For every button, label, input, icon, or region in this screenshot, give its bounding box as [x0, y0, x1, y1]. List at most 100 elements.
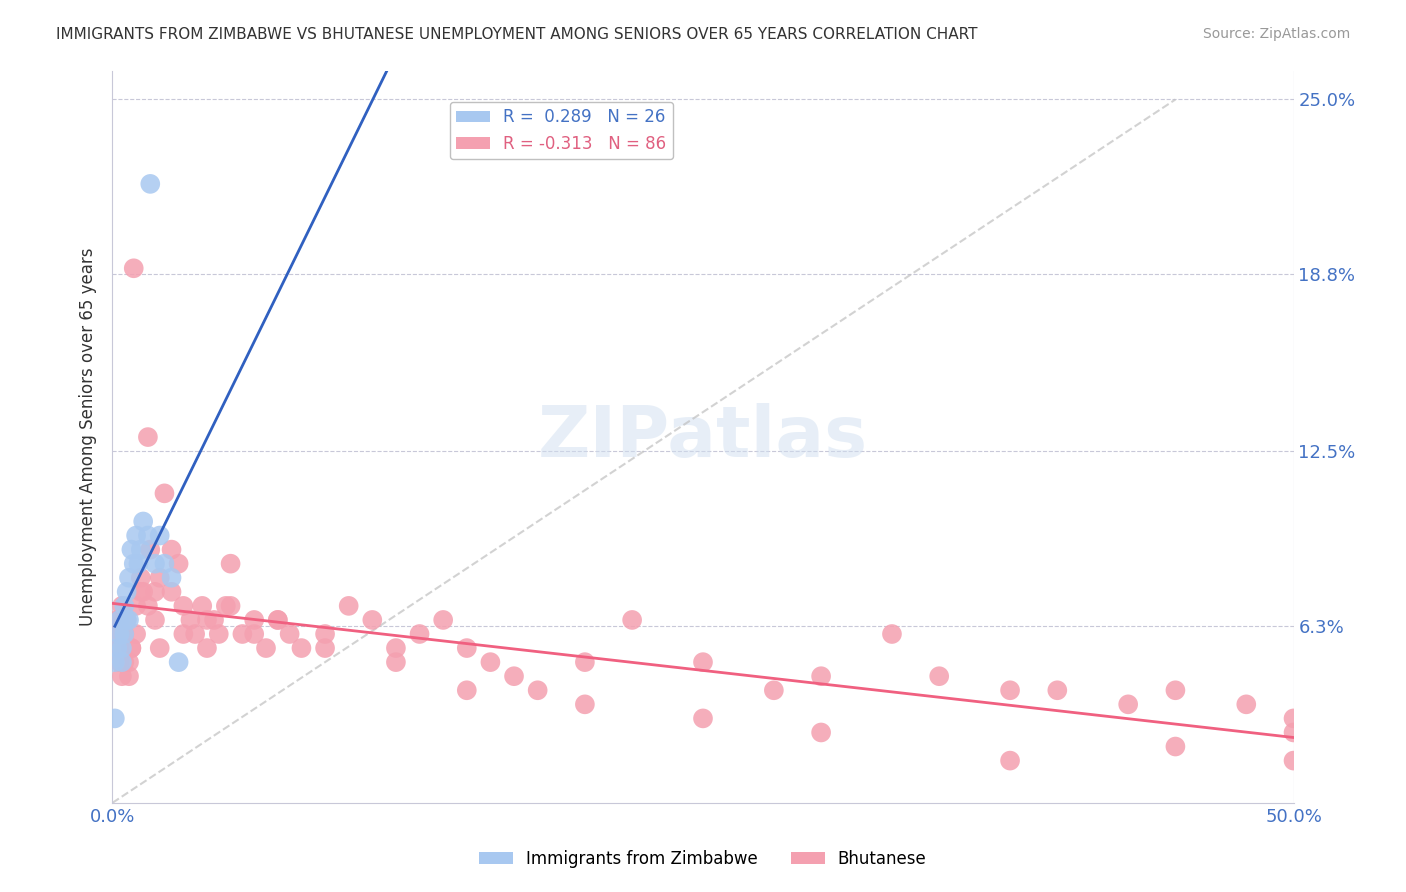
- Point: [1164, 739, 1187, 754]
- Point: [1282, 725, 1305, 739]
- Point: [574, 698, 596, 712]
- Point: [167, 655, 190, 669]
- Point: [172, 599, 194, 613]
- Point: [385, 655, 408, 669]
- Point: [762, 683, 785, 698]
- Point: [129, 542, 152, 557]
- Point: [104, 627, 127, 641]
- Point: [127, 557, 149, 571]
- Point: [928, 669, 950, 683]
- Point: [118, 571, 141, 585]
- Point: [139, 177, 162, 191]
- Point: [105, 641, 128, 656]
- Text: ZIPatlas: ZIPatlas: [538, 402, 868, 472]
- Point: [136, 430, 159, 444]
- Point: [1282, 711, 1305, 725]
- Point: [111, 641, 134, 656]
- Point: [160, 571, 183, 585]
- Point: [160, 542, 183, 557]
- Point: [132, 515, 155, 529]
- Point: [122, 261, 145, 276]
- Point: [120, 641, 142, 656]
- Point: [136, 599, 159, 613]
- Point: [104, 655, 127, 669]
- Point: [111, 669, 134, 683]
- Point: [125, 599, 148, 613]
- Point: [243, 613, 266, 627]
- Point: [120, 641, 142, 656]
- Point: [574, 655, 596, 669]
- Point: [132, 584, 155, 599]
- Point: [125, 528, 148, 542]
- Point: [104, 711, 127, 725]
- Point: [191, 599, 214, 613]
- Point: [314, 641, 336, 656]
- Point: [810, 725, 832, 739]
- Point: [179, 613, 201, 627]
- Point: [1234, 698, 1257, 712]
- Point: [112, 599, 135, 613]
- Point: [160, 584, 183, 599]
- Point: [149, 528, 172, 542]
- Point: [208, 627, 231, 641]
- Point: [172, 627, 194, 641]
- Point: [118, 669, 141, 683]
- Point: [202, 613, 225, 627]
- Point: [432, 613, 454, 627]
- Point: [526, 683, 548, 698]
- Point: [267, 613, 290, 627]
- Point: [195, 613, 218, 627]
- Point: [105, 613, 128, 627]
- Point: [215, 599, 238, 613]
- Point: [115, 584, 138, 599]
- Point: [129, 571, 152, 585]
- Point: [112, 627, 135, 641]
- Point: [314, 627, 336, 641]
- Point: [153, 557, 176, 571]
- Point: [118, 613, 141, 627]
- Point: [112, 627, 135, 641]
- Point: [479, 655, 502, 669]
- Point: [998, 683, 1021, 698]
- Point: [143, 613, 166, 627]
- Point: [112, 655, 135, 669]
- Point: [167, 557, 190, 571]
- Legend: Immigrants from Zimbabwe, Bhutanese: Immigrants from Zimbabwe, Bhutanese: [472, 844, 934, 875]
- Point: [231, 627, 253, 641]
- Y-axis label: Unemployment Among Seniors over 65 years: Unemployment Among Seniors over 65 years: [79, 248, 97, 626]
- Point: [998, 754, 1021, 768]
- Point: [111, 655, 134, 669]
- Point: [115, 613, 138, 627]
- Point: [621, 613, 644, 627]
- Point: [456, 683, 478, 698]
- Point: [1282, 754, 1305, 768]
- Point: [108, 613, 131, 627]
- Point: [143, 557, 166, 571]
- Point: [408, 627, 430, 641]
- Point: [184, 627, 207, 641]
- Point: [278, 627, 301, 641]
- Point: [219, 599, 242, 613]
- Point: [195, 641, 218, 656]
- Point: [456, 641, 478, 656]
- Point: [108, 627, 131, 641]
- Point: [153, 486, 176, 500]
- Point: [361, 613, 384, 627]
- Point: [136, 528, 159, 542]
- Point: [120, 542, 142, 557]
- Point: [337, 599, 360, 613]
- Point: [139, 542, 162, 557]
- Point: [254, 641, 277, 656]
- Text: IMMIGRANTS FROM ZIMBABWE VS BHUTANESE UNEMPLOYMENT AMONG SENIORS OVER 65 YEARS C: IMMIGRANTS FROM ZIMBABWE VS BHUTANESE UN…: [56, 27, 977, 42]
- Point: [143, 584, 166, 599]
- Point: [385, 641, 408, 656]
- Point: [105, 641, 128, 656]
- Point: [108, 613, 131, 627]
- Point: [692, 711, 714, 725]
- Point: [111, 599, 134, 613]
- Text: Source: ZipAtlas.com: Source: ZipAtlas.com: [1202, 27, 1350, 41]
- Point: [108, 655, 131, 669]
- Point: [149, 571, 172, 585]
- Legend: R =  0.289   N = 26, R = -0.313   N = 86: R = 0.289 N = 26, R = -0.313 N = 86: [450, 102, 673, 160]
- Point: [243, 627, 266, 641]
